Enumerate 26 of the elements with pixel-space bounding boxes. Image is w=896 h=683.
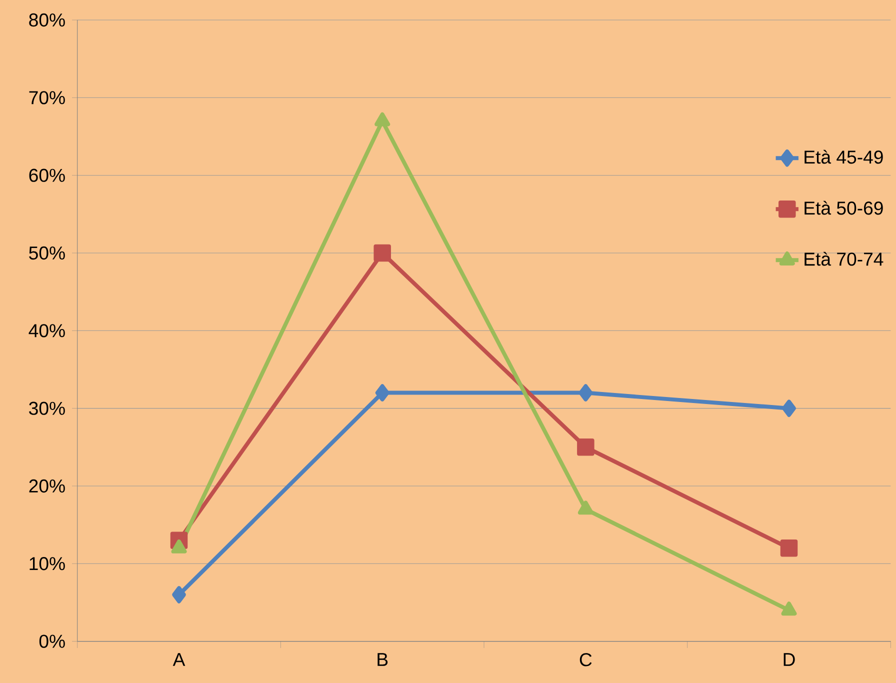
point xyxy=(780,540,798,557)
y-tick-label: 60% xyxy=(29,168,65,182)
y-tick-label: 70% xyxy=(29,91,65,104)
point xyxy=(172,586,186,604)
y-tick-label: 20% xyxy=(29,480,65,493)
point xyxy=(578,500,594,515)
point xyxy=(171,540,187,554)
x-tick-label: B xyxy=(378,653,388,666)
x-tick-label: C xyxy=(580,653,592,666)
point xyxy=(578,384,593,402)
y-tick-label: 0% xyxy=(39,634,65,648)
y-tick-label: 80% xyxy=(29,14,65,27)
point xyxy=(782,400,796,418)
x-tick-label: A xyxy=(172,653,186,666)
point xyxy=(375,384,390,402)
y-tick-label: 30% xyxy=(29,402,65,416)
legend-label: Età 50-69 xyxy=(804,201,883,215)
legend-label: Età 70-74 xyxy=(804,252,884,266)
x-tick-label: D xyxy=(784,653,795,666)
y-tick-label: 10% xyxy=(30,557,65,570)
y-tick-label: 50% xyxy=(29,246,65,260)
point xyxy=(577,438,594,456)
point xyxy=(374,244,391,262)
point xyxy=(781,602,797,616)
y-tick-label: 40% xyxy=(28,324,65,338)
legend-label: Età 45-49 xyxy=(804,150,883,164)
